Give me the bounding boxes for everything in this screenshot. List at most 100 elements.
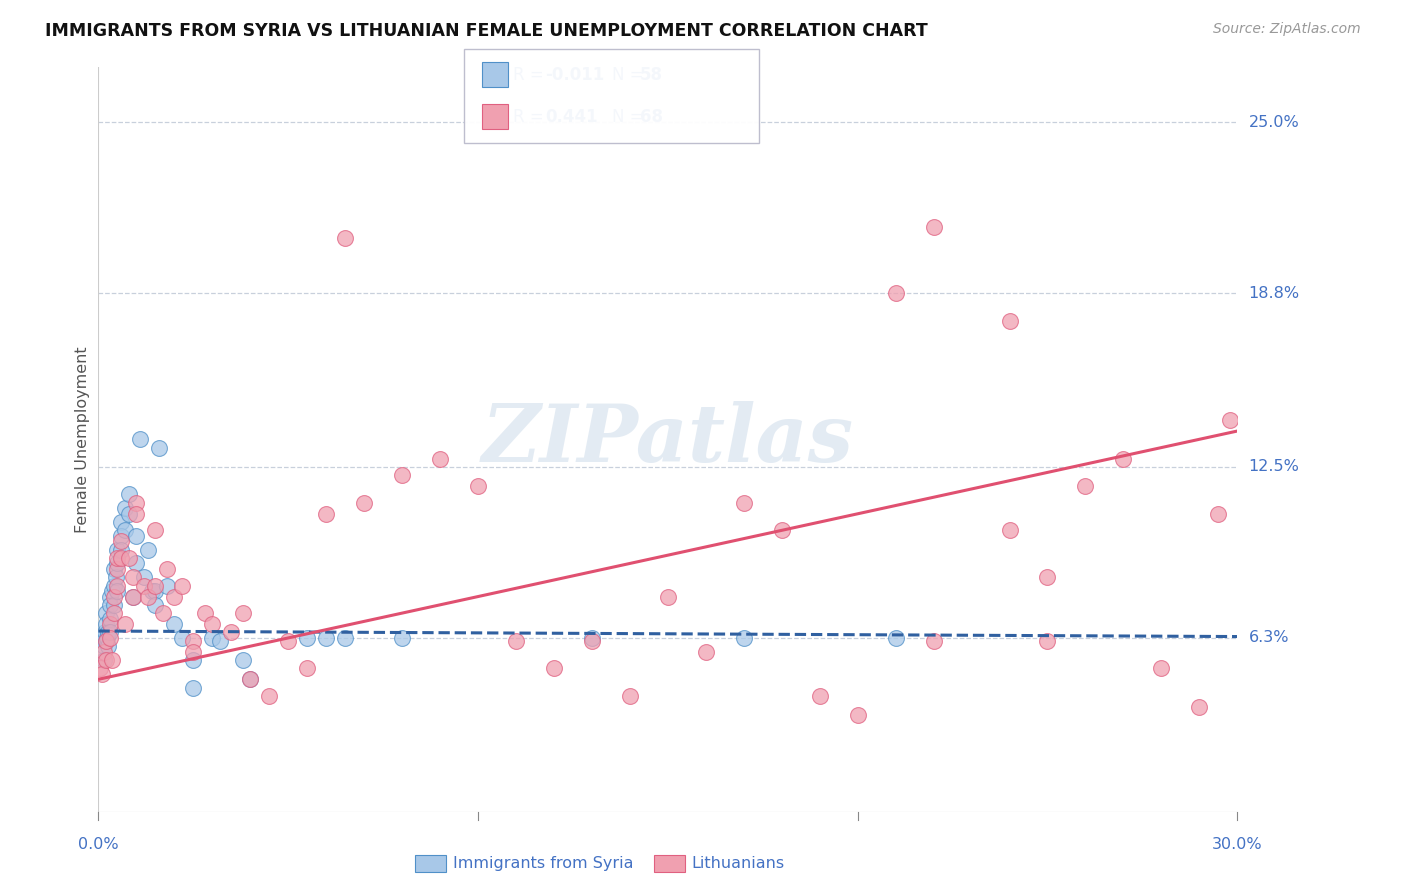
Point [315,631,337,645]
Point [114,524,136,538]
Point [121,590,143,604]
Point [129,433,152,447]
Point [125,507,148,521]
Point [132,578,155,592]
Point [94,653,117,667]
Point [148,441,170,455]
Point [170,578,193,592]
Point [581,631,603,645]
Point [152,606,174,620]
Point [94,606,117,620]
Point [94,625,117,640]
Text: ZIPatlas: ZIPatlas [482,401,853,478]
Point [201,631,224,645]
Text: 18.8%: 18.8% [1249,285,1299,301]
Point [125,529,148,543]
Point [93,645,115,659]
Point [110,515,132,529]
Point [107,584,129,599]
Point [145,578,167,592]
Point [156,562,179,576]
Point [232,606,254,620]
Point [136,590,159,604]
Point [543,661,565,675]
Text: Source: ZipAtlas.com: Source: ZipAtlas.com [1213,22,1361,37]
Point [922,633,945,648]
Point [884,286,907,301]
Point [114,501,136,516]
Point [145,584,167,599]
Point [429,451,451,466]
Text: R =: R = [513,108,550,126]
Point [93,639,115,653]
Text: N =: N = [612,66,648,84]
Point [183,681,205,695]
Point [118,487,141,501]
Point [89,631,111,645]
Point [98,612,121,626]
Point [125,557,148,571]
Point [110,534,132,549]
Point [91,631,114,645]
Text: Lithuanians: Lithuanians [692,856,785,871]
Text: 58: 58 [640,66,662,84]
Point [136,542,159,557]
Point [100,653,122,667]
Point [619,689,641,703]
Point [277,633,299,648]
Point [107,542,129,557]
Text: 0.441: 0.441 [546,108,598,126]
Point [98,625,121,640]
Point [163,590,186,604]
Text: 25.0%: 25.0% [1249,114,1299,129]
Point [121,570,143,584]
Point [1188,699,1211,714]
Point [221,625,243,640]
Point [90,631,112,645]
Point [733,631,755,645]
Point [239,673,262,687]
Point [118,550,141,565]
Text: Immigrants from Syria: Immigrants from Syria [453,856,633,871]
Point [733,496,755,510]
Point [110,529,132,543]
Point [846,708,869,723]
Point [922,219,945,234]
Point [93,653,115,667]
Point [657,590,679,604]
Point [103,562,125,576]
Point [183,633,205,648]
Point [107,557,129,571]
Point [315,507,337,521]
Point [98,617,121,632]
Point [1074,479,1097,493]
Point [103,578,125,592]
Point [96,631,118,645]
Text: 68: 68 [640,108,662,126]
Point [1208,507,1230,521]
Text: R =: R = [513,66,550,84]
Point [208,633,231,648]
Point [201,617,224,632]
Point [98,590,121,604]
Point [125,496,148,510]
Point [91,631,114,645]
Point [695,645,717,659]
Point [103,590,125,604]
Point [145,524,167,538]
Point [1219,413,1241,427]
Point [156,578,179,592]
Point [94,633,117,648]
Point [581,633,603,648]
Y-axis label: Female Unemployment: Female Unemployment [75,346,90,533]
Point [1150,661,1173,675]
Point [297,631,319,645]
Point [391,631,413,645]
Point [884,631,907,645]
Point [808,689,831,703]
Point [335,631,357,645]
Point [183,653,205,667]
Point [141,584,163,599]
Point [118,507,141,521]
Point [107,578,129,592]
